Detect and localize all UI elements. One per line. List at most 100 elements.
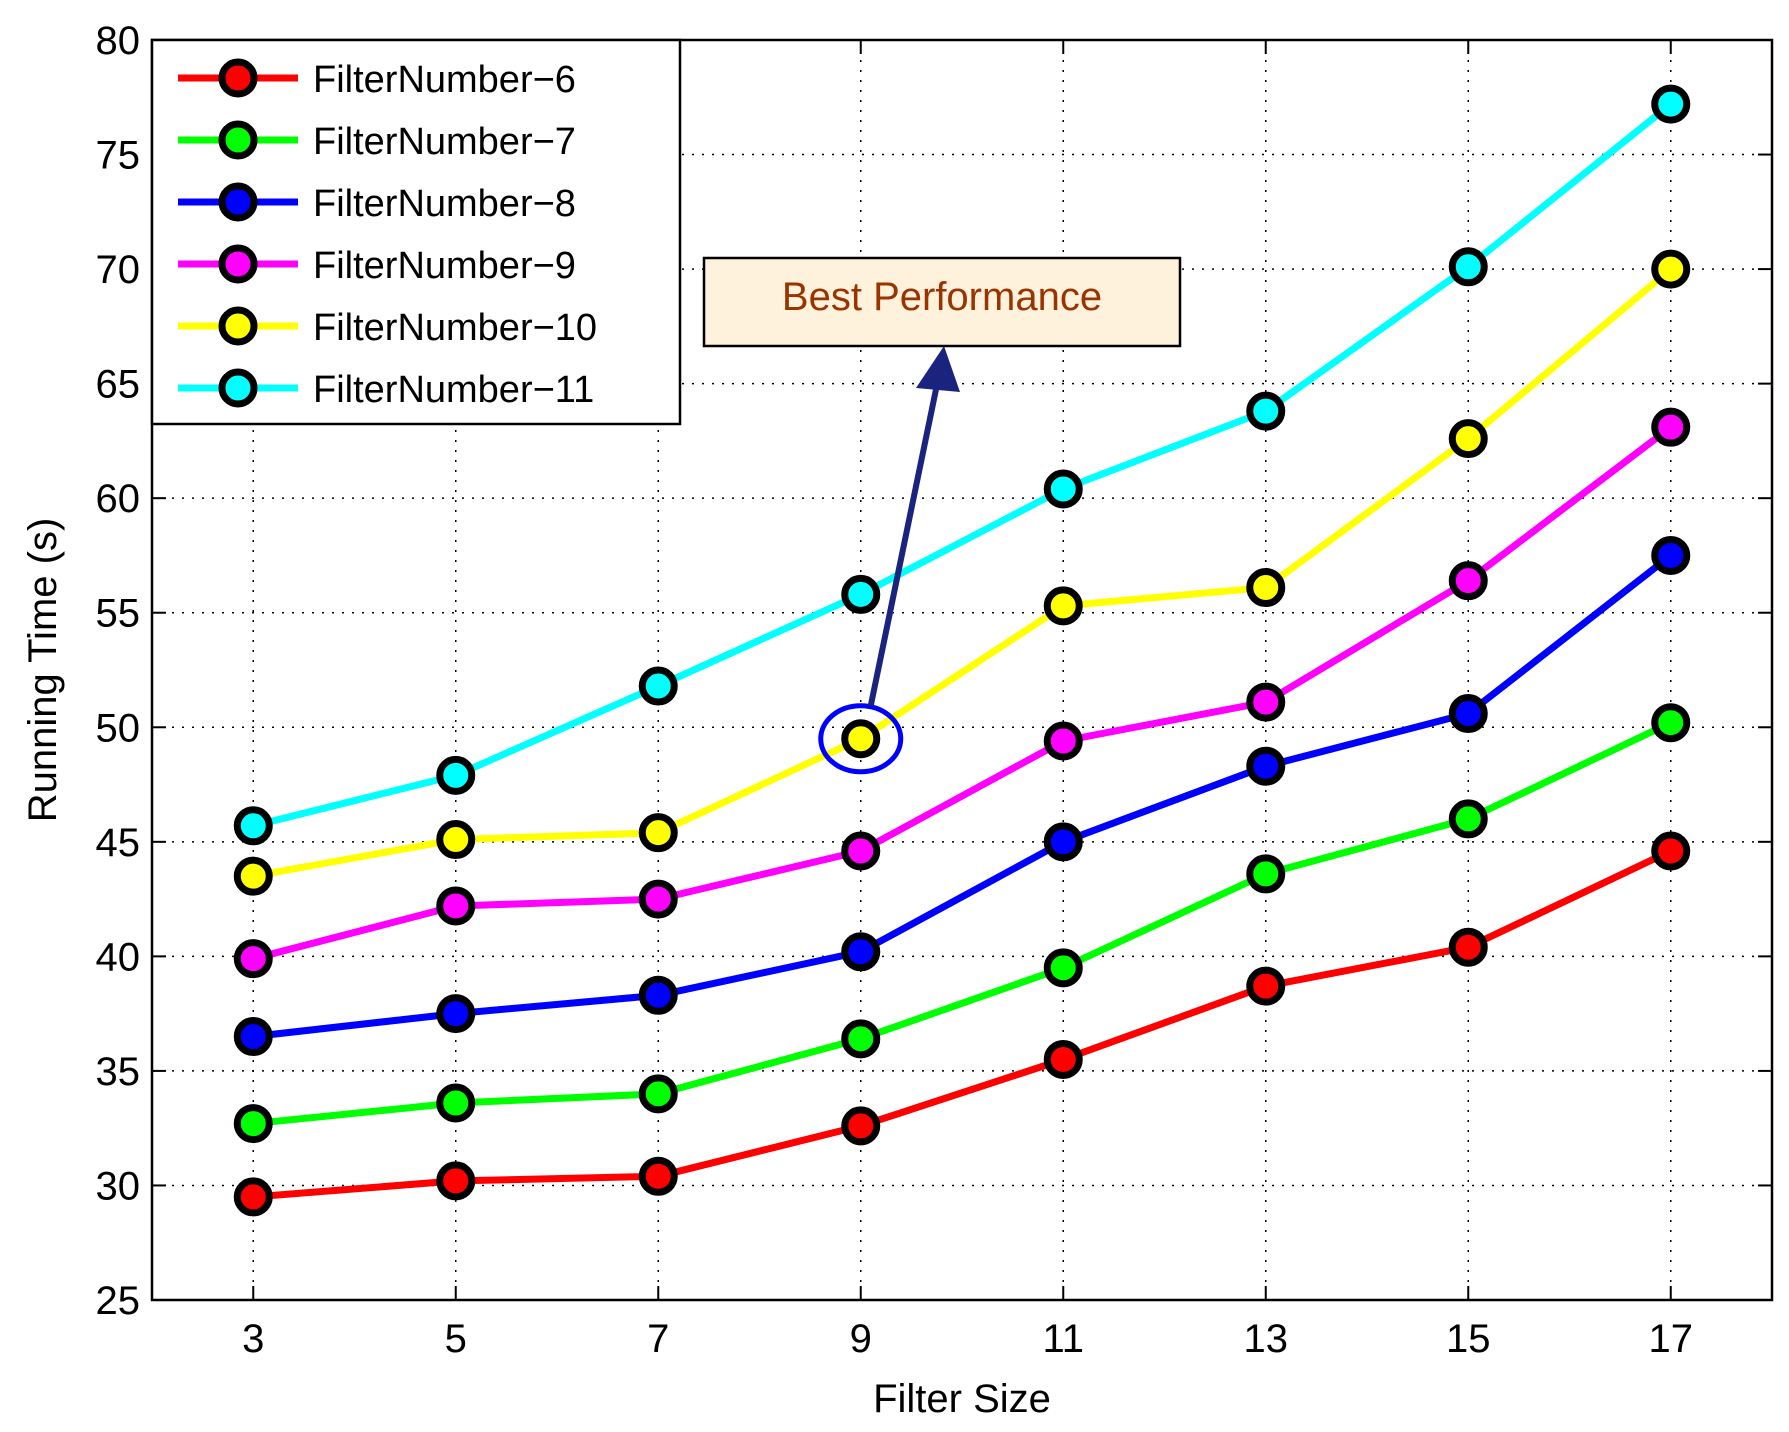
legend-marker-2 [218,120,258,160]
data-point [233,939,273,979]
y-tick-label: 45 [96,821,141,865]
legend-marker-6 [218,368,258,408]
legend-label-2: FilterNumber−7 [313,121,576,163]
legend-label-4: FilterNumber−9 [313,245,576,287]
series-lines [252,101,1674,1201]
data-point [1246,568,1286,608]
x-tick-label: 3 [242,1317,264,1361]
data-point [1448,694,1488,734]
data-point [638,813,678,853]
x-tick-label: 17 [1649,1317,1694,1361]
data-point [638,1156,678,1196]
series-line-6 [252,101,1673,830]
legend-items: FilterNumber−6 FilterNumber−7 FilterNumber… [178,58,597,411]
y-tick-label: 55 [96,592,141,636]
data-point [436,1083,476,1123]
y-tick-label: 75 [96,134,141,178]
x-tick-label: 5 [445,1317,467,1361]
y-tick-label: 35 [96,1050,141,1094]
legend: FilterNumber−6 FilterNumber−7 FilterNumber… [150,38,682,426]
data-point [1651,703,1691,743]
x-tick-label: 7 [647,1317,669,1361]
x-tick-label: 9 [850,1317,872,1361]
best-performance-annotation: Best Performance [702,256,1182,775]
legend-marker-1 [218,58,258,98]
data-point [1448,419,1488,459]
data-point [1651,407,1691,447]
data-point [1246,746,1286,786]
data-point [841,1019,881,1059]
plot-frame [150,38,1774,1302]
data-point [1043,822,1083,862]
data-point [1651,831,1691,871]
data-point [841,831,881,871]
annotation-box [702,256,1182,348]
series-line-4 [252,424,1673,963]
data-point [1651,535,1691,575]
data-point [233,806,273,846]
data-point [1246,682,1286,722]
legend-label-3: FilterNumber−8 [313,183,576,225]
data-point [841,932,881,972]
data-point [638,1074,678,1114]
series-line-2 [252,719,1673,1128]
x-tick-label: 15 [1446,1317,1491,1361]
data-point [436,886,476,926]
data-point [1043,948,1083,988]
legend-marker-4 [218,244,258,284]
y-tick-label: 80 [96,19,141,63]
data-point [1651,249,1691,289]
data-point [1043,721,1083,761]
x-tick-label: 11 [1042,1317,1084,1361]
legend-marker-5 [218,306,258,346]
y-tick-label: 70 [96,248,141,292]
y-tick-label: 40 [96,935,141,979]
y-tick-label: 30 [96,1164,141,1208]
data-point [1246,391,1286,431]
data-point [436,1161,476,1201]
y-tick-label: 65 [96,363,141,407]
data-point [1448,247,1488,287]
legend-box [150,38,682,426]
data-point [436,820,476,860]
data-point [233,856,273,896]
legend-marker-3 [218,182,258,222]
data-point [233,1017,273,1057]
x-tick-label: 13 [1244,1317,1289,1361]
data-point [841,719,881,759]
data-point [233,1104,273,1144]
data-point [1448,561,1488,601]
series-line-5 [252,266,1674,880]
legend-label-1: FilterNumber−6 [313,59,576,101]
data-point [1043,586,1083,626]
y-tick-label: 50 [96,706,141,750]
data-point [1448,927,1488,967]
series-line-1 [253,847,1673,1201]
data-point [841,1106,881,1146]
data-point [638,666,678,706]
data-point [1043,469,1083,509]
legend-label-5: FilterNumber−10 [313,307,597,349]
data-point [1448,799,1488,839]
annotation-label: Best Performance [782,275,1102,319]
legend-label-6: FilterNumber−11 [313,369,594,411]
data-point [841,574,881,614]
data-point [1651,84,1691,124]
annotation-arrow [867,369,943,707]
data-point [436,994,476,1034]
data-point [1043,1039,1083,1079]
data-point [233,1177,273,1217]
highlight-ellipse [818,703,904,775]
x-axis-label: Filter Size [873,1377,1051,1421]
y-tick-label: 25 [96,1279,141,1323]
data-point [436,755,476,795]
data-point [1246,966,1286,1006]
y-tick-label: 60 [96,477,141,521]
series-line-3 [252,552,1673,1040]
series-markers [233,84,1691,1217]
annotation-arrow-head [916,346,960,392]
data-point [1246,854,1286,894]
data-point [638,879,678,919]
data-point [638,975,678,1015]
